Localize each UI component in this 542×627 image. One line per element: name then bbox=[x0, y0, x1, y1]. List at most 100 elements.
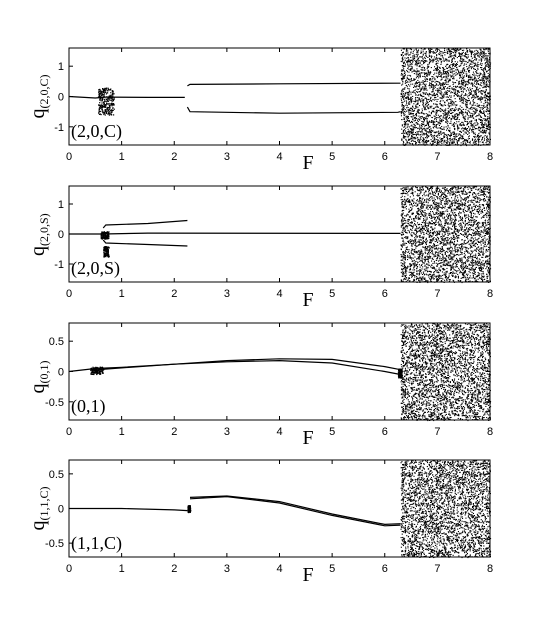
chaos-point bbox=[471, 225, 473, 227]
chaos-point bbox=[413, 90, 415, 92]
chaos-point bbox=[473, 126, 475, 128]
chaos-point bbox=[413, 109, 415, 111]
chaos-point bbox=[446, 135, 448, 137]
chaos-point bbox=[465, 200, 467, 202]
chaos-point bbox=[429, 129, 431, 131]
blob-point bbox=[102, 88, 104, 90]
chaos-point bbox=[459, 254, 461, 256]
chaos-point bbox=[448, 192, 450, 194]
chaos-point bbox=[440, 92, 442, 94]
chaos-point bbox=[486, 60, 488, 62]
chaos-point bbox=[467, 51, 469, 53]
chaos-point bbox=[475, 266, 477, 268]
chaos-point bbox=[459, 87, 461, 89]
chaos-point bbox=[448, 90, 450, 92]
chaos-point bbox=[419, 74, 421, 76]
chaos-point bbox=[469, 89, 471, 91]
chaos-point bbox=[440, 130, 442, 132]
chaos-point bbox=[483, 72, 485, 74]
chaos-point bbox=[429, 79, 431, 81]
chaos-point bbox=[480, 128, 482, 130]
chaos-point bbox=[467, 266, 469, 268]
chaos-point bbox=[414, 237, 416, 239]
chaos-point bbox=[449, 139, 451, 141]
chaos-point bbox=[459, 77, 461, 79]
chaos-point bbox=[443, 94, 445, 96]
chaos-point bbox=[440, 53, 442, 55]
chaos-point bbox=[441, 96, 443, 98]
chaos-point bbox=[449, 54, 451, 56]
chaos-point bbox=[473, 79, 475, 81]
blob-point bbox=[109, 110, 112, 112]
chaos-point bbox=[435, 114, 437, 116]
chaos-point bbox=[411, 66, 413, 68]
chaos-point bbox=[475, 143, 477, 145]
chaos-point bbox=[465, 115, 467, 117]
chaos-point bbox=[427, 64, 429, 66]
chaos-point bbox=[486, 70, 488, 72]
chaos-point bbox=[447, 73, 449, 75]
chaos-point bbox=[474, 111, 476, 113]
chaos-point bbox=[484, 67, 486, 69]
chaos-point bbox=[474, 97, 476, 99]
chaos-point bbox=[411, 98, 413, 100]
blob-point bbox=[104, 106, 107, 108]
chaos-point bbox=[423, 76, 425, 78]
chaos-point bbox=[422, 75, 424, 77]
chaos-point bbox=[434, 94, 436, 96]
chaos-point bbox=[459, 247, 461, 249]
chaos-point bbox=[403, 142, 405, 144]
chaos-point bbox=[460, 53, 462, 55]
blob-point bbox=[112, 109, 114, 111]
chaos-point bbox=[488, 75, 490, 77]
chaos-point bbox=[403, 126, 405, 128]
chaos-point bbox=[475, 193, 477, 195]
chaos-point bbox=[472, 85, 474, 87]
chaos-point bbox=[436, 239, 438, 241]
chaos-point bbox=[435, 234, 437, 236]
chaos-point bbox=[407, 61, 409, 63]
chaos-point bbox=[440, 115, 442, 117]
chaos-point bbox=[401, 90, 403, 92]
chaos-point bbox=[453, 117, 455, 119]
chaos-point bbox=[467, 84, 469, 86]
chaos-point bbox=[475, 93, 477, 95]
chaos-point bbox=[448, 85, 450, 87]
chaos-point bbox=[426, 118, 428, 120]
blob-point bbox=[109, 94, 111, 96]
chaos-point bbox=[424, 129, 426, 131]
chaos-point bbox=[463, 95, 465, 97]
chaos-point bbox=[422, 66, 424, 68]
chaos-point bbox=[462, 76, 464, 78]
blob-point bbox=[112, 93, 114, 95]
chaos-point bbox=[483, 232, 485, 234]
chaos-point bbox=[454, 66, 456, 68]
chaos-point bbox=[418, 251, 420, 253]
blob-point bbox=[111, 94, 113, 96]
chaos-point bbox=[485, 86, 487, 88]
chaos-point bbox=[444, 86, 446, 88]
chaos-point bbox=[433, 208, 435, 210]
chaos-point bbox=[459, 258, 461, 260]
chaos-point bbox=[475, 92, 477, 94]
chaos-point bbox=[436, 55, 438, 57]
chaos-point bbox=[487, 143, 489, 145]
chaos-point bbox=[442, 67, 444, 69]
chaos-point bbox=[465, 99, 467, 101]
blob-point bbox=[108, 111, 110, 113]
chaos-point bbox=[436, 248, 438, 250]
chaos-point bbox=[431, 48, 433, 50]
chaos-point bbox=[469, 63, 471, 65]
chaos-point bbox=[436, 83, 438, 85]
chaos-point bbox=[428, 135, 430, 137]
chaos-point bbox=[432, 108, 434, 110]
chaos-point bbox=[406, 103, 408, 105]
chaos-point bbox=[444, 48, 446, 50]
chaos-point bbox=[449, 65, 451, 67]
chaos-point bbox=[428, 95, 430, 97]
chaos-point bbox=[443, 132, 445, 134]
chaos-point bbox=[476, 248, 478, 250]
chaos-point bbox=[422, 93, 424, 95]
blob-point bbox=[101, 105, 103, 107]
chaos-point bbox=[483, 77, 485, 79]
